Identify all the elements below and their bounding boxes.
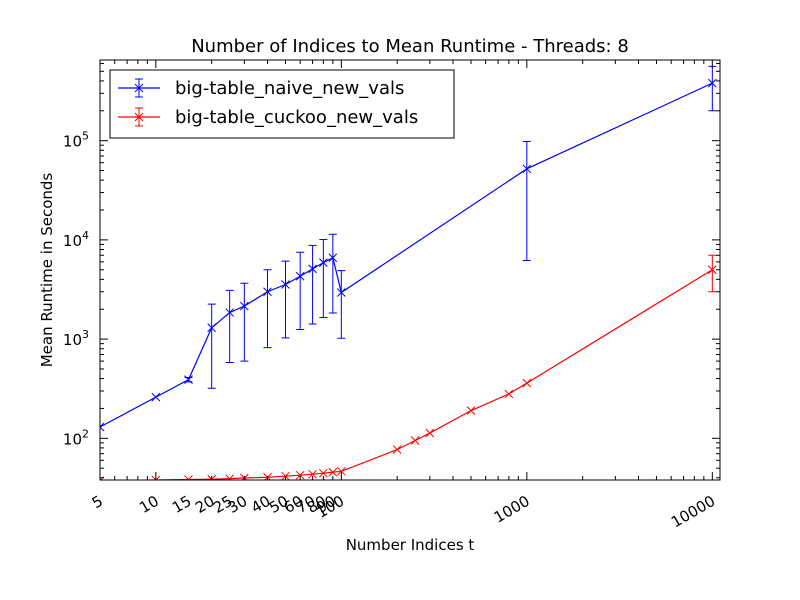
error-bar [281,260,290,339]
data-point [239,301,249,311]
data-point [263,287,272,297]
legend-entry-2: big-table_cuckoo_new_vals [118,107,418,128]
data-point [410,436,420,445]
y-tick-label: 103 [63,328,89,349]
y-tick-label: 104 [63,229,89,250]
data-point [207,323,217,333]
error-bar [240,282,249,362]
legend-marker [134,112,144,122]
y-axis: 102 103 104 105 [63,62,720,479]
error-bar [308,244,317,325]
data-point [522,378,532,388]
y-axis-label: Mean Runtime in Seconds [38,173,56,368]
y-tick-label: 102 [63,427,89,448]
error-bar [708,254,717,293]
legend-label: big-table_cuckoo_new_vals [175,107,418,128]
data-point [707,78,717,88]
data-point [151,475,161,480]
data-point [328,467,338,477]
chart-title: Number of Indices to Mean Runtime - Thre… [191,36,629,57]
error-bar [319,238,328,319]
series-2 [100,254,717,480]
error-bar [207,303,216,389]
data-point [466,406,476,416]
data-point [295,470,305,480]
data-point [184,375,193,385]
data-point [295,271,305,281]
data-point [522,164,532,174]
legend-marker [134,83,144,93]
series-1 [100,65,717,432]
error-bar [328,233,337,314]
data-point [225,474,235,480]
data-point [308,264,317,274]
error-bar [225,289,234,364]
data-point [504,389,514,399]
data-point [184,475,193,480]
error-bar [296,251,305,330]
data-point [319,468,328,478]
series-line-2 [100,269,713,480]
legend: big-table_naive_new_vals big-table_cuckoo… [109,69,455,139]
error-bar [522,141,531,261]
data-point [336,466,346,476]
data-point [392,445,402,454]
plot-area [100,65,717,480]
data-point [225,308,235,317]
data-point [319,258,328,267]
data-point [308,469,317,479]
legend-box [109,69,455,139]
legend-entry-1: big-table_naive_new_vals [118,78,404,99]
x-axis-label: Number Indices t [346,536,475,554]
data-point [151,392,161,402]
y-tick-label: 105 [63,130,89,151]
data-point [336,288,346,297]
legend-label: big-table_naive_new_vals [175,78,404,99]
data-point [328,253,338,263]
data-point [425,428,435,438]
data-point [281,280,290,289]
error-bar [337,270,346,339]
data-point [100,422,105,432]
error-bar [263,269,272,349]
data-point [707,265,717,275]
